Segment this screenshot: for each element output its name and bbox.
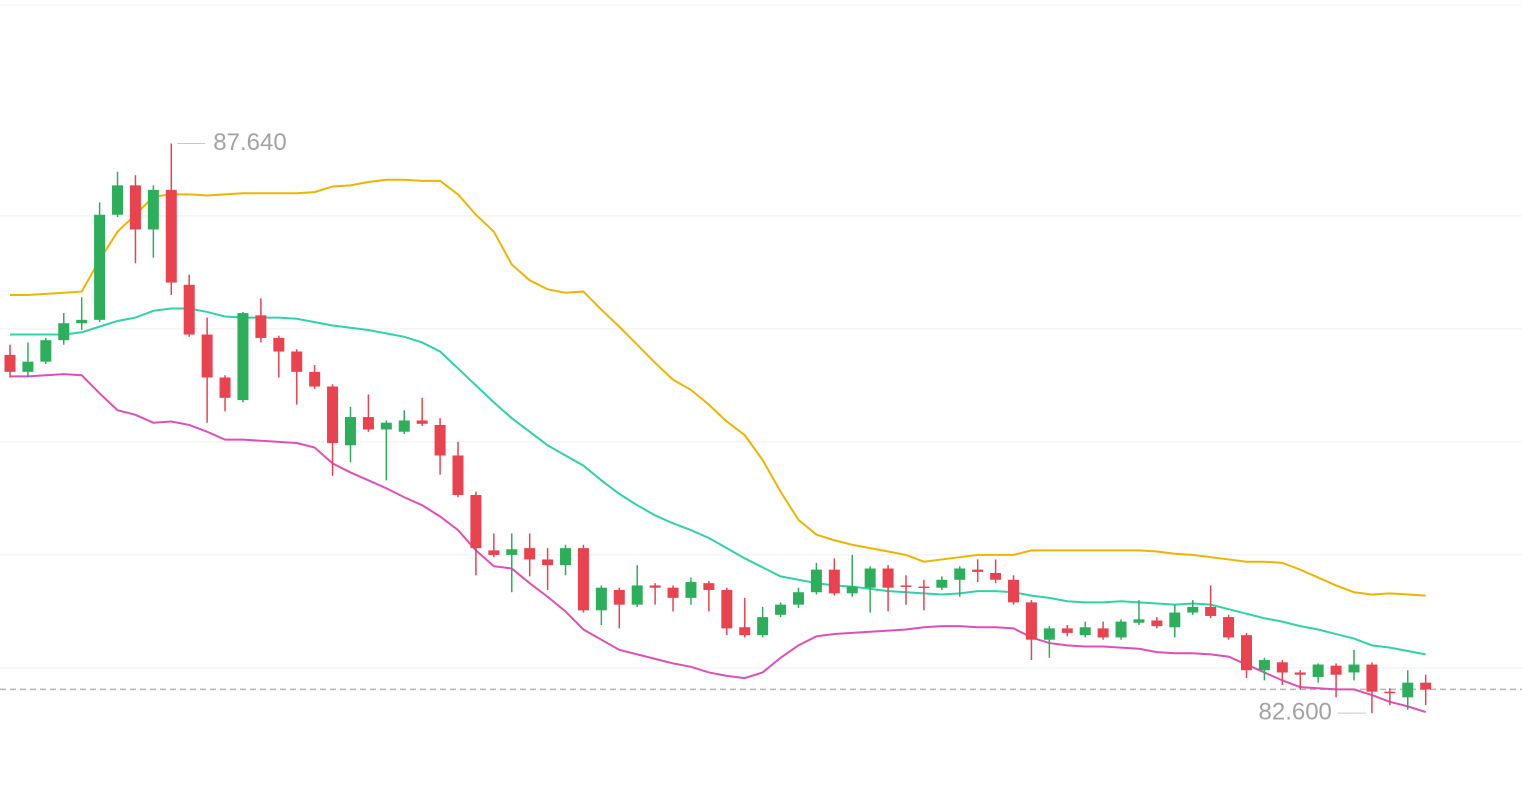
- annotation-label: 87.640: [213, 129, 286, 156]
- candle-body: [1079, 627, 1091, 636]
- candle-body: [613, 589, 625, 605]
- candle-body: [703, 583, 715, 590]
- candle-body: [129, 185, 141, 230]
- candle-body: [434, 424, 446, 456]
- candle-body: [291, 351, 303, 372]
- candle-body: [810, 569, 822, 593]
- candle-body: [40, 340, 52, 362]
- candle-body: [327, 386, 339, 444]
- grid: [0, 215, 1522, 691]
- candles: [4, 143, 1432, 714]
- bands: [10, 178, 1426, 713]
- candle-body: [667, 587, 679, 598]
- candle-body: [649, 585, 661, 588]
- candle-body: [237, 313, 249, 401]
- candle-body: [506, 549, 518, 555]
- candle-body: [792, 592, 804, 605]
- candle-body: [1187, 606, 1199, 613]
- candle-body: [76, 319, 88, 324]
- candle-body: [452, 455, 464, 496]
- candle-body: [757, 617, 769, 636]
- candle-body: [94, 214, 106, 320]
- candle-body: [900, 585, 912, 587]
- candle-body: [255, 315, 267, 338]
- candle-body: [864, 568, 876, 588]
- candle-body: [828, 569, 840, 594]
- candle-body: [4, 354, 16, 372]
- band-line: [10, 373, 1426, 713]
- candle-body: [1384, 691, 1396, 694]
- candle-body: [416, 420, 428, 424]
- candle-body: [1240, 635, 1252, 671]
- candle-body: [524, 548, 536, 560]
- candle-body: [219, 377, 231, 398]
- candle-body: [398, 420, 410, 432]
- candle-body: [1294, 672, 1306, 675]
- candle-body: [1133, 619, 1145, 623]
- candle-body: [577, 548, 589, 611]
- candle-body: [1008, 579, 1020, 603]
- candle-body: [470, 495, 482, 549]
- candle-body: [380, 422, 392, 430]
- candle-body: [595, 587, 607, 611]
- annotation-label: 82.600: [1259, 698, 1332, 725]
- candle-body: [954, 568, 966, 580]
- candle-body: [1312, 664, 1324, 677]
- candle-body: [1043, 628, 1055, 640]
- candle-body: [273, 337, 285, 352]
- candle-body: [990, 573, 1002, 580]
- candle-body: [344, 417, 356, 446]
- candle-body: [147, 189, 159, 230]
- candle-body: [1420, 682, 1432, 690]
- candle-body: [1402, 682, 1414, 698]
- candle-body: [362, 417, 374, 430]
- candle-body: [1025, 602, 1037, 640]
- candle-body: [631, 585, 643, 605]
- candle-body: [542, 559, 554, 566]
- candle-body: [936, 579, 948, 588]
- candle-body: [183, 284, 195, 335]
- candle-body: [1348, 664, 1360, 673]
- band-line: [10, 178, 1426, 597]
- candle-body: [972, 569, 984, 572]
- candle-body: [721, 589, 733, 629]
- candle-body: [1223, 617, 1235, 638]
- candle-body: [201, 334, 213, 378]
- candle-body: [918, 586, 930, 589]
- candle-body: [1061, 628, 1073, 633]
- candle-body: [488, 550, 500, 555]
- candle-body: [685, 582, 697, 598]
- candle-body: [309, 371, 321, 387]
- candle-body: [739, 627, 751, 636]
- candle-body: [1169, 612, 1181, 628]
- candle-body: [1366, 664, 1378, 692]
- candle-body: [58, 323, 70, 341]
- candle-body: [1276, 662, 1288, 673]
- candle-body: [1258, 660, 1270, 671]
- candle-body: [1097, 628, 1109, 638]
- candle-body: [560, 548, 572, 566]
- candle-body: [165, 189, 177, 283]
- candle-body: [1205, 606, 1217, 616]
- candle-body: [112, 185, 124, 215]
- candle-body: [1151, 620, 1163, 627]
- candle-body: [1330, 665, 1342, 675]
- annotations: 87.640 82.600: [177, 129, 1366, 725]
- candle-body: [882, 568, 894, 588]
- band-line: [10, 307, 1426, 656]
- candle-body: [22, 361, 34, 372]
- candle-body: [846, 586, 858, 594]
- candle-body: [775, 604, 787, 615]
- candle-body: [1115, 621, 1127, 638]
